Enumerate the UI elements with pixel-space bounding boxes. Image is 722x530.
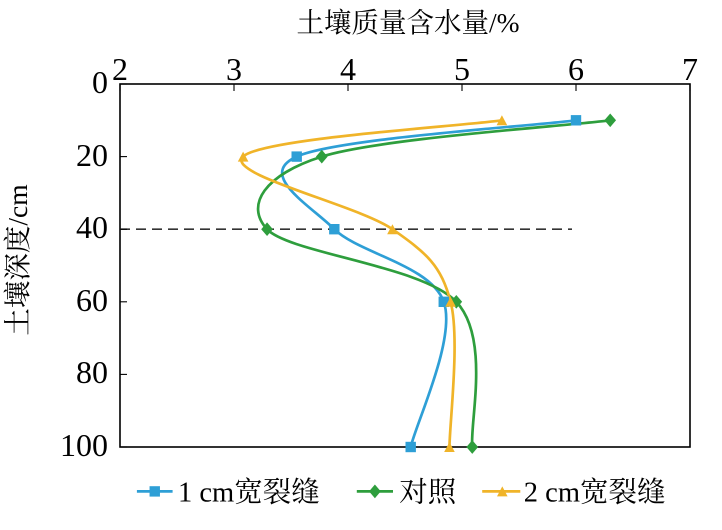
svg-text:100: 100 — [60, 427, 108, 463]
svg-text:3: 3 — [226, 51, 242, 87]
svg-text:0: 0 — [92, 64, 108, 100]
svg-text:对照: 对照 — [399, 477, 457, 509]
svg-text:2: 2 — [112, 51, 128, 87]
svg-text:1 cm宽裂缝: 1 cm宽裂缝 — [178, 477, 320, 509]
svg-text:20: 20 — [76, 137, 108, 173]
svg-text:6: 6 — [568, 51, 584, 87]
svg-text:7: 7 — [682, 51, 698, 87]
svg-text:2 cm宽裂缝: 2 cm宽裂缝 — [524, 477, 666, 509]
svg-text:80: 80 — [76, 354, 108, 390]
svg-text:土壤质量含水量/%: 土壤质量含水量/% — [296, 7, 519, 38]
svg-text:40: 40 — [76, 209, 108, 245]
svg-text:土壤深度/cm: 土壤深度/cm — [2, 184, 33, 335]
svg-text:5: 5 — [454, 51, 470, 87]
svg-text:4: 4 — [340, 51, 356, 87]
svg-text:60: 60 — [76, 282, 108, 318]
